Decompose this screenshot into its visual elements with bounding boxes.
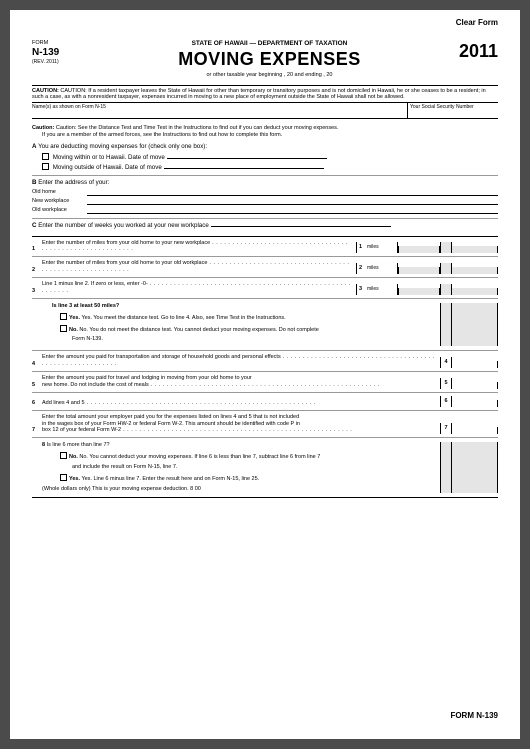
name-field[interactable]: Name(s) as shown on Form N-15 (32, 103, 408, 118)
checkbox-outside-hawaii[interactable] (42, 163, 49, 170)
line-6-rn: 6 (440, 396, 452, 407)
line-5: 5 Enter the amount you paid for travel a… (32, 371, 498, 392)
old-home-input[interactable] (87, 189, 498, 196)
line-1-text: Enter the number of miles from your old … (42, 240, 356, 254)
question-50-miles: Is line 3 at least 50 miles? Yes. Yes. Y… (32, 298, 498, 351)
line-7-value[interactable] (452, 427, 498, 434)
old-home-label: Old home (32, 189, 87, 196)
form-page: Clear Form FORM N-139 (REV. 2011) STATE … (10, 10, 520, 739)
caution2b: If you are a member of the armed forces,… (42, 132, 282, 138)
label-c: C (32, 222, 36, 229)
old-workplace-label: Old workplace (32, 207, 87, 214)
form-revision: (REV. 2011) (32, 59, 80, 65)
opt-outside-hawaii: Moving outside of Hawaii. Date of move (53, 164, 162, 171)
tax-year-subhead: or other taxable year beginning , 20 and… (80, 72, 459, 79)
line-4: 4 Enter the amount you paid for transpor… (32, 350, 498, 371)
checkbox-no-3[interactable] (60, 325, 67, 332)
ssn-field[interactable]: Your Social Security Number (408, 103, 498, 118)
line-6-num: 6 (32, 400, 42, 407)
section-a: A You are deducting moving expenses for … (32, 143, 498, 171)
line-6-text: Add lines 4 and 5 (42, 400, 440, 407)
caution-primary: CAUTION: CAUTION: If a resident taxpayer… (32, 85, 498, 104)
checkbox-yes-3[interactable] (60, 313, 67, 320)
no-line3: No. No. You do not meet the distance tes… (60, 325, 436, 334)
line-2: 2 Enter the number of miles from your ol… (32, 256, 498, 277)
caution-text: CAUTION: If a resident taxpayer leaves t… (32, 88, 486, 100)
line-3: 3 Line 1 minus line 2. If zero or less, … (32, 277, 498, 298)
header-center: STATE OF HAWAII — DEPARTMENT OF TAXATION… (80, 40, 459, 79)
line-4-num: 4 (32, 361, 42, 368)
caution-secondary: Caution: Caution: See the Distance Test … (32, 125, 498, 139)
checkbox-within-hawaii[interactable] (42, 153, 49, 160)
no-line8: No. No. You cannot deduct your moving ex… (60, 452, 436, 461)
page-title: MOVING EXPENSES (80, 48, 459, 71)
section-b-text: Enter the address of your: (38, 179, 109, 186)
line-2-miles[interactable]: 2miles (356, 263, 398, 274)
name-ssn-row: Name(s) as shown on Form N-15 Your Socia… (32, 103, 498, 119)
line-4-value[interactable] (452, 361, 498, 368)
line-3-miles[interactable]: 3miles (356, 284, 398, 295)
checkbox-yes-8[interactable] (60, 474, 67, 481)
department-line: STATE OF HAWAII — DEPARTMENT OF TAXATION (80, 40, 459, 48)
line-5-num: 5 (32, 382, 42, 389)
old-workplace-input[interactable] (87, 207, 498, 214)
section-c: C Enter the number of weeks you worked a… (32, 218, 498, 236)
line-7-rn: 7 (440, 423, 452, 434)
q50-text: Is line 3 at least 50 miles? (52, 303, 436, 310)
line-7: 7 Enter the total amount your employer p… (32, 410, 498, 438)
no-line8b: and include the result on Form N-15, lin… (72, 464, 436, 471)
line-7-num: 7 (32, 427, 42, 434)
line-5-value[interactable] (452, 382, 498, 389)
line-1: 1 Enter the number of miles from your ol… (32, 236, 498, 257)
header: FORM N-139 (REV. 2011) STATE OF HAWAII —… (32, 40, 498, 79)
new-workplace-input[interactable] (87, 198, 498, 205)
section-b: B Enter the address of your: Old home Ne… (32, 175, 498, 213)
whole-dollars: (Whole dollars only) This is your moving… (42, 486, 436, 493)
opt-within-hawaii: Moving within or to Hawaii. Date of move (53, 154, 165, 161)
line-6: 6 Add lines 4 and 5 6 (32, 392, 498, 410)
line-8-num: 8 (42, 442, 45, 448)
line-2-text: Enter the number of miles from your old … (42, 260, 356, 274)
caution2a: Caution: See the Distance Test and Time … (56, 125, 339, 131)
line-3-num: 3 (32, 288, 42, 295)
line-2-num: 2 (32, 267, 42, 274)
line-6-value[interactable] (452, 400, 498, 407)
weeks-input[interactable] (211, 226, 391, 227)
form-label: FORM (32, 40, 80, 47)
tax-year: 2011 (459, 40, 498, 63)
line-5-rn: 5 (440, 378, 452, 389)
line-3-text: Line 1 minus line 2. If zero or less, en… (42, 281, 356, 295)
line-1-miles[interactable]: 1miles (356, 242, 398, 253)
form-number: N-139 (32, 47, 80, 60)
line-4-rn: 4 (440, 357, 452, 368)
line-8-text: Is line 6 more than line 7? (47, 442, 110, 448)
new-workplace-label: New workplace (32, 198, 87, 205)
line-7-text: Enter the total amount your employer pai… (42, 414, 440, 435)
label-b: B (32, 179, 36, 186)
line-5-text: Enter the amount you paid for travel and… (42, 375, 440, 389)
line-1-num: 1 (32, 246, 42, 253)
section-c-text: Enter the number of weeks you worked at … (38, 222, 209, 229)
footer-form-id: FORM N-139 (450, 711, 498, 721)
clear-form-button[interactable]: Clear Form (456, 18, 498, 28)
section-a-text: You are deducting moving expenses for (c… (38, 143, 207, 150)
yes-line8: Yes. Yes. Line 6 minus line 7. Enter the… (60, 474, 436, 483)
no-line3b: Form N-139. (72, 336, 436, 343)
line-4-text: Enter the amount you paid for transporta… (42, 354, 440, 368)
form-id-block: FORM N-139 (REV. 2011) (32, 40, 80, 66)
checkbox-no-8[interactable] (60, 452, 67, 459)
label-a: A (32, 143, 36, 150)
yes-line3: Yes. Yes. You meet the distance test. Go… (60, 313, 436, 322)
line-8: 8 Is line 6 more than line 7? No. No. Yo… (32, 437, 498, 496)
